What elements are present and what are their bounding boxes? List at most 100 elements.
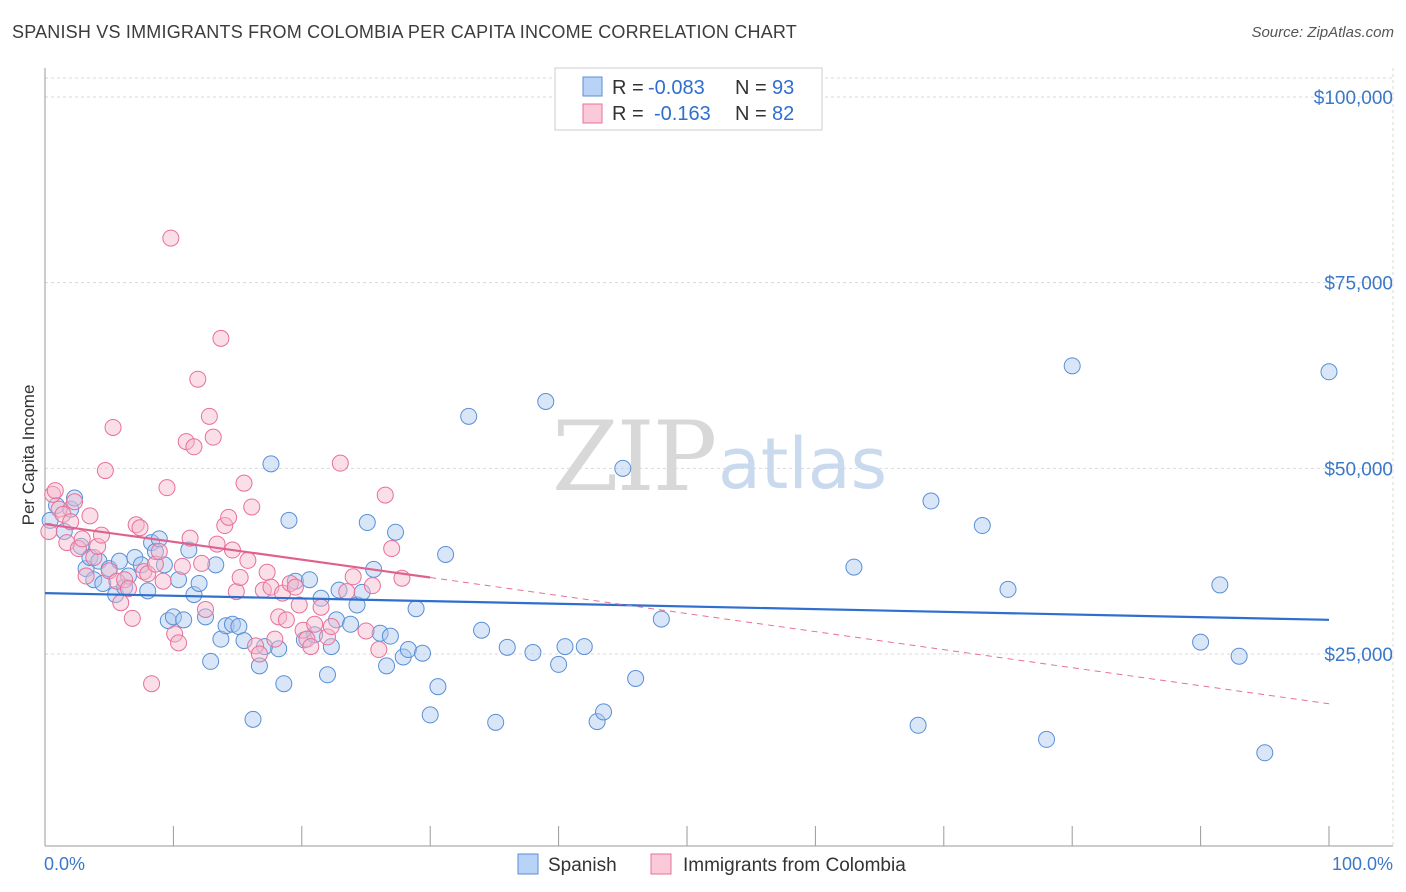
point-spanish-78 (575, 638, 593, 656)
legend-swatch-colombia (582, 103, 603, 124)
point-spanish-70 (460, 407, 478, 425)
point-spanish-4 (66, 489, 84, 507)
point-colombia-9 (73, 530, 91, 548)
y-tick-label-3: $100,000 (1314, 88, 1393, 109)
point-spanish-81 (614, 459, 632, 477)
point-spanish-34 (217, 617, 235, 635)
point-colombia-46 (216, 517, 234, 535)
y-tick-label-1: $50,000 (1324, 459, 1393, 480)
point-colombia-79 (376, 486, 394, 504)
point-spanish-61 (381, 627, 399, 645)
point-colombia-74 (338, 583, 356, 601)
point-colombia-29 (150, 543, 168, 561)
point-spanish-60 (378, 657, 396, 675)
point-colombia-64 (286, 578, 304, 596)
legend-swatch-spanish (582, 76, 603, 97)
point-colombia-50 (231, 569, 249, 587)
point-colombia-53 (243, 498, 261, 516)
point-spanish-8 (85, 571, 103, 589)
point-colombia-38 (185, 438, 203, 456)
trend-line-colombia (44, 522, 431, 579)
point-colombia-41 (197, 600, 214, 618)
watermark: ZIP atlas (552, 401, 887, 513)
point-spanish-51 (322, 638, 340, 656)
gridlines (45, 68, 1394, 846)
point-colombia-45 (212, 329, 230, 347)
point-colombia-20 (116, 571, 134, 589)
point-spanish-41 (262, 455, 280, 473)
point-colombia-28 (146, 555, 164, 573)
point-spanish-42 (270, 640, 288, 658)
point-spanish-82 (627, 670, 645, 688)
point-spanish-89 (1038, 730, 1056, 748)
point-spanish-68 (429, 678, 447, 696)
point-spanish-44 (280, 511, 298, 529)
point-colombia-54 (247, 637, 265, 655)
point-spanish-29 (190, 574, 208, 592)
point-colombia-69 (306, 615, 324, 633)
point-colombia-39 (189, 370, 207, 388)
point-spanish-77 (556, 638, 574, 656)
point-spanish-38 (244, 710, 262, 728)
point-colombia-27 (143, 675, 161, 693)
point-spanish-20 (146, 543, 164, 561)
point-colombia-15 (96, 462, 114, 480)
point-spanish-66 (413, 644, 431, 662)
point-spanish-31 (202, 652, 220, 670)
bottom-legend-swatch-colombia (650, 853, 672, 875)
point-spanish-83 (652, 610, 670, 628)
point-spanish-69 (437, 545, 455, 563)
point-spanish-64 (399, 641, 417, 659)
point-colombia-51 (235, 474, 253, 492)
legend-box: R = -0.083 N = 93 R = -0.163 N = 82 (554, 67, 823, 131)
watermark-zip: ZIP (552, 401, 715, 513)
point-spanish-57 (358, 514, 376, 532)
legend-r-label-1: R = (612, 77, 644, 99)
point-spanish-47 (301, 571, 319, 589)
point-spanish-85 (909, 716, 927, 734)
trend-line-colombia-extrapolated (430, 577, 1330, 705)
point-colombia-43 (204, 428, 222, 446)
point-spanish-39 (250, 657, 268, 675)
point-spanish-33 (212, 630, 230, 648)
point-colombia-33 (166, 625, 184, 643)
point-spanish-18 (139, 582, 157, 600)
point-colombia-22 (123, 609, 141, 627)
watermark-atlas: atlas (718, 423, 887, 505)
point-colombia-7 (66, 493, 84, 511)
chart-title: SPANISH VS IMMIGRANTS FROM COLOMBIA PER … (12, 22, 797, 42)
point-colombia-30 (154, 572, 172, 590)
point-spanish-91 (1192, 633, 1210, 651)
point-spanish-88 (999, 580, 1017, 598)
source-label: Source: ZipAtlas.com (1251, 24, 1394, 41)
point-spanish-65 (407, 600, 425, 618)
point-colombia-8 (69, 540, 87, 558)
point-colombia-35 (173, 557, 191, 575)
point-spanish-72 (487, 713, 505, 731)
point-colombia-80 (383, 540, 401, 558)
point-colombia-2 (46, 482, 64, 500)
legend-n-value-2: 82 (772, 103, 794, 125)
point-colombia-21 (119, 580, 137, 598)
point-spanish-92 (1211, 576, 1229, 594)
bottom-legend-label-spanish: Spanish (548, 855, 617, 876)
point-spanish-73 (498, 638, 516, 656)
bottom-legend-swatch-spanish (517, 853, 539, 875)
point-spanish-75 (537, 392, 555, 410)
point-spanish-28 (185, 586, 203, 604)
point-spanish-84 (845, 558, 863, 576)
point-colombia-73 (331, 454, 349, 472)
point-spanish-43 (275, 675, 293, 693)
point-colombia-78 (370, 641, 388, 659)
point-spanish-76 (550, 655, 568, 673)
point-spanish-79 (588, 713, 606, 731)
bottom-legend-label-colombia: Immigrants from Colombia (683, 855, 906, 876)
point-colombia-72 (322, 618, 340, 636)
y-tick-labels: $25,000 $50,000 $75,000 $100,000 (1314, 88, 1393, 666)
point-spanish-30 (197, 608, 214, 626)
point-colombia-57 (258, 563, 276, 581)
legend-r-value-2: -0.163 (654, 103, 711, 125)
point-colombia-52 (239, 551, 257, 569)
point-spanish-24 (164, 608, 182, 626)
